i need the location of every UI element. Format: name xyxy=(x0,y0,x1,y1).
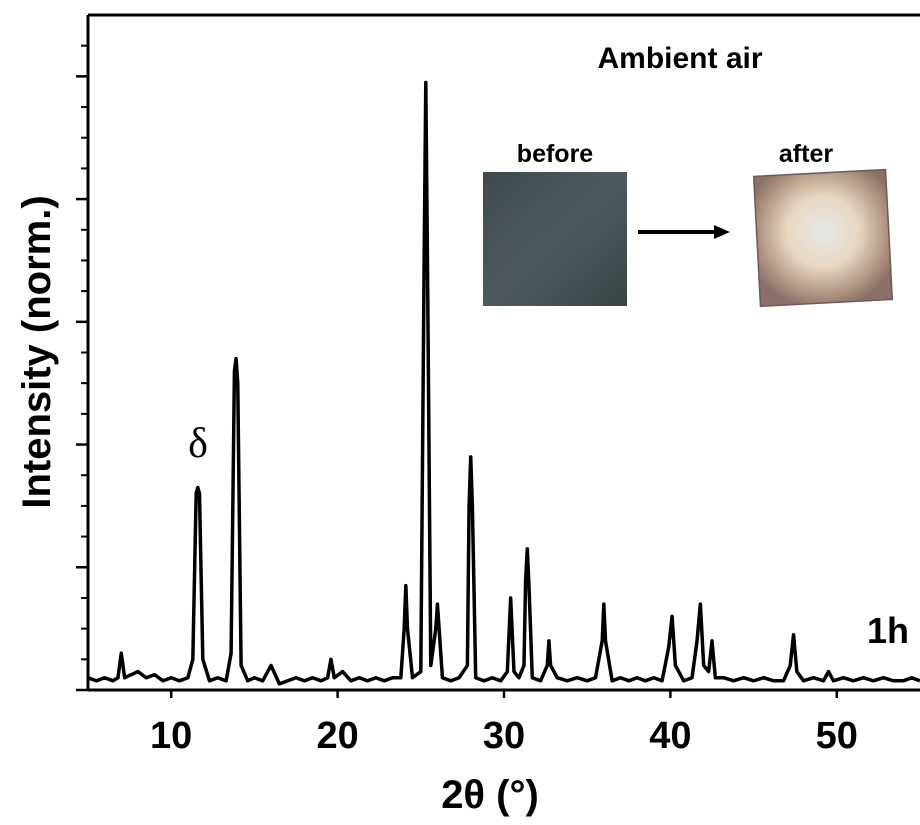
data-line xyxy=(87,80,920,686)
x-tick-label: 30 xyxy=(483,715,525,757)
chart-title: Ambient air xyxy=(597,42,762,75)
x-axis-label: 2θ (°) xyxy=(441,773,539,817)
inset-label: after xyxy=(779,140,833,168)
y-axis-label: Intensity (norm.) xyxy=(15,195,59,508)
x-tick-label: 50 xyxy=(816,715,858,757)
x-tick-label: 20 xyxy=(316,715,358,757)
arrow-head xyxy=(714,225,730,239)
x-tick-label: 40 xyxy=(649,715,691,757)
inset-label: before xyxy=(517,140,594,168)
before-photo xyxy=(483,172,627,306)
annotation: 1h xyxy=(867,610,909,651)
after-photo xyxy=(752,168,894,308)
annotation: δ xyxy=(188,421,208,467)
x-tick-label: 10 xyxy=(150,715,192,757)
